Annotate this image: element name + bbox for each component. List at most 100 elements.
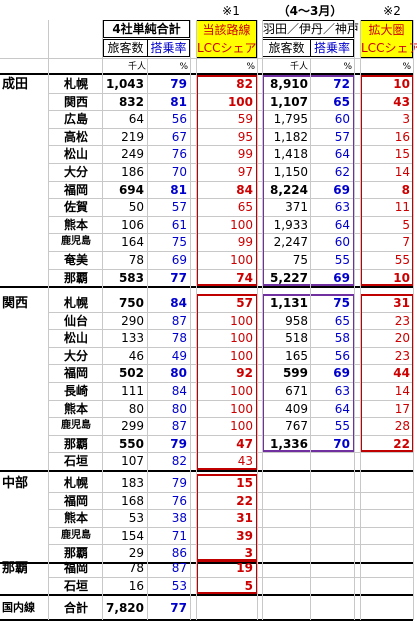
route-lcc-share: 100 <box>230 253 253 267</box>
route-passengers: 78 <box>128 253 144 267</box>
route-label: 当該路線 <box>202 23 251 37</box>
route-load-factor: 76 <box>171 493 187 508</box>
expanded-load-factor: 62 <box>334 165 350 179</box>
route-lcc-share: 19 <box>236 561 253 575</box>
route-passengers: 64 <box>128 112 144 127</box>
airports-label: 羽田／伊丹／神戸 <box>263 22 360 36</box>
expanded-lcc-share: 43 <box>393 94 410 109</box>
expanded-lcc-share: 7 <box>402 235 410 250</box>
route-load-factor: 87 <box>171 419 187 434</box>
expanded-load-factor: 69 <box>333 182 350 197</box>
expanded-passengers: 371 <box>285 200 308 215</box>
route-lcc-share: 15 <box>236 476 253 490</box>
expanded-load-factor: 65 <box>334 313 350 328</box>
expanded-lcc-share: 31 <box>393 296 410 310</box>
passengers2-label: 旅客数 <box>268 41 305 55</box>
expanded-passengers: 1,933 <box>273 217 308 232</box>
company-total-label: 4社単純合計 <box>112 22 181 36</box>
route-passengers: 154 <box>121 528 144 543</box>
group-label: 成田 <box>2 77 29 92</box>
route-city: 札幌 <box>63 77 88 91</box>
expanded-lcc-share: 16 <box>394 129 410 144</box>
route-city: 熊本 <box>63 217 88 232</box>
route-lcc-share: 5 <box>244 578 253 593</box>
expanded-lcc-share: 44 <box>393 366 410 381</box>
load-factor2-label: 搭乗率 <box>313 41 350 55</box>
expanded-lcc-share-header: 拡大圏 LCCシェア <box>360 20 417 58</box>
route-city: 熊本 <box>63 511 88 526</box>
note2-label: ※2 <box>383 4 401 18</box>
route-lcc-share: 43 <box>237 454 253 469</box>
total-load-factor: 77 <box>170 601 187 615</box>
route-passengers: 16 <box>128 578 144 593</box>
expanded-load-factor: 60 <box>334 235 350 250</box>
route-load-factor: 87 <box>171 313 187 328</box>
route-city: 石垣 <box>63 454 88 469</box>
route-load-factor: 80 <box>170 366 187 381</box>
passengers-header: 旅客数 <box>103 39 148 57</box>
route-lcc-share: 99 <box>237 235 253 250</box>
unit-pct3: % <box>343 62 352 72</box>
route-city: 鹿児島 <box>61 420 91 432</box>
route-passengers: 111 <box>121 384 144 398</box>
expanded-label: 拡大圏 <box>368 23 405 37</box>
route-passengers: 694 <box>118 182 144 197</box>
route-lcc-share: 47 <box>236 436 253 451</box>
route-passengers: 502 <box>118 366 144 381</box>
expanded-lcc-share: 23 <box>394 313 410 328</box>
expanded-lcc-share: 5 <box>402 217 410 232</box>
route-passengers: 583 <box>118 270 144 285</box>
route-city: 福岡 <box>63 561 88 575</box>
group-label: 那覇 <box>2 561 29 576</box>
route-city: 熊本 <box>63 401 88 416</box>
route-passengers: 168 <box>121 493 144 508</box>
unit-pct4: % <box>402 62 411 72</box>
expanded-lcc-share: 10 <box>393 270 410 285</box>
route-load-factor: 61 <box>171 217 187 232</box>
expanded-lcc-share: 55 <box>394 253 410 267</box>
route-passengers: 107 <box>121 454 144 469</box>
route-city: 那覇 <box>63 270 88 285</box>
expanded-passengers: 671 <box>285 384 308 398</box>
route-passengers: 50 <box>128 200 144 215</box>
expanded-load-factor: 64 <box>334 147 350 162</box>
route-city: 大分 <box>63 348 88 363</box>
expanded-passengers: 518 <box>285 331 308 346</box>
route-city: 鹿児島 <box>61 236 91 248</box>
load-factor-header: 搭乗率 <box>147 39 190 57</box>
expanded-lcc-share: 3 <box>402 112 410 127</box>
route-load-factor: 86 <box>171 546 187 561</box>
route-lcc-share: 31 <box>236 511 253 526</box>
route-lcc-share-header: 当該路線 LCCシェア <box>196 20 257 58</box>
route-load-factor: 69 <box>171 253 187 267</box>
expanded-lcc-share: 15 <box>394 147 410 162</box>
expanded-load-factor: 57 <box>334 129 350 144</box>
expanded-load-factor: 63 <box>334 200 350 215</box>
route-passengers: 1,043 <box>106 77 144 91</box>
route-load-factor: 70 <box>171 165 187 179</box>
expanded-load-factor: 63 <box>334 384 350 398</box>
expanded-passengers: 767 <box>285 419 308 434</box>
unit-pct2: % <box>246 62 255 72</box>
route-passengers: 46 <box>128 348 144 363</box>
period-label: （4～3月） <box>277 4 343 18</box>
expanded-lcc-share: 8 <box>401 182 410 197</box>
route-lcc-share: 65 <box>237 200 253 215</box>
route-load-factor: 84 <box>171 384 187 398</box>
route-passengers: 832 <box>118 94 144 109</box>
route-city: 福岡 <box>63 493 88 508</box>
route-passengers: 299 <box>121 419 144 434</box>
route-lcc-share: 59 <box>237 112 253 127</box>
route-lcc-share: 100 <box>230 217 253 232</box>
route-lcc-share: 39 <box>236 528 253 543</box>
route-city: 大分 <box>63 165 88 179</box>
route-passengers: 290 <box>121 313 144 328</box>
load-factor2-header: 搭乗率 <box>310 39 354 57</box>
unit-thousand: 千人 <box>127 62 146 72</box>
route-load-factor: 82 <box>171 454 187 469</box>
route-city: 福岡 <box>63 182 88 197</box>
route-city: 札幌 <box>63 476 88 490</box>
lcc-share-label: LCCシェア <box>197 41 257 55</box>
expanded-passengers: 599 <box>282 366 308 381</box>
expanded-lcc-share: 20 <box>394 331 410 346</box>
